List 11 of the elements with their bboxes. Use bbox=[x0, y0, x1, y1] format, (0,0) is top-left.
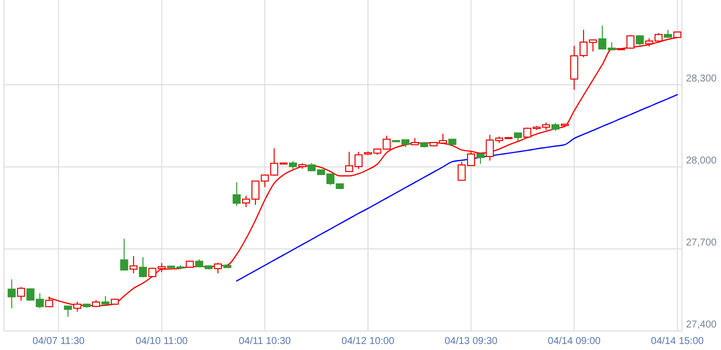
x-tick-label: 04/14 15:00 bbox=[650, 336, 704, 347]
y-tick-label: 28,300 bbox=[686, 73, 718, 84]
x-tick-label: 04/11 10:30 bbox=[238, 336, 292, 347]
x-tick-label: 04/10 11:00 bbox=[136, 336, 188, 347]
y-tick-label: 27,400 bbox=[686, 320, 718, 331]
x-tick-label: 04/13 09:30 bbox=[444, 336, 498, 347]
x-tick-label: 04/07 11:30 bbox=[32, 336, 86, 347]
y-tick-label: 27,700 bbox=[686, 238, 718, 249]
y-tick-label: 28,000 bbox=[686, 156, 718, 167]
x-tick-label: 04/14 09:00 bbox=[548, 336, 602, 347]
x-tick-label: 04/12 10:00 bbox=[342, 336, 395, 347]
